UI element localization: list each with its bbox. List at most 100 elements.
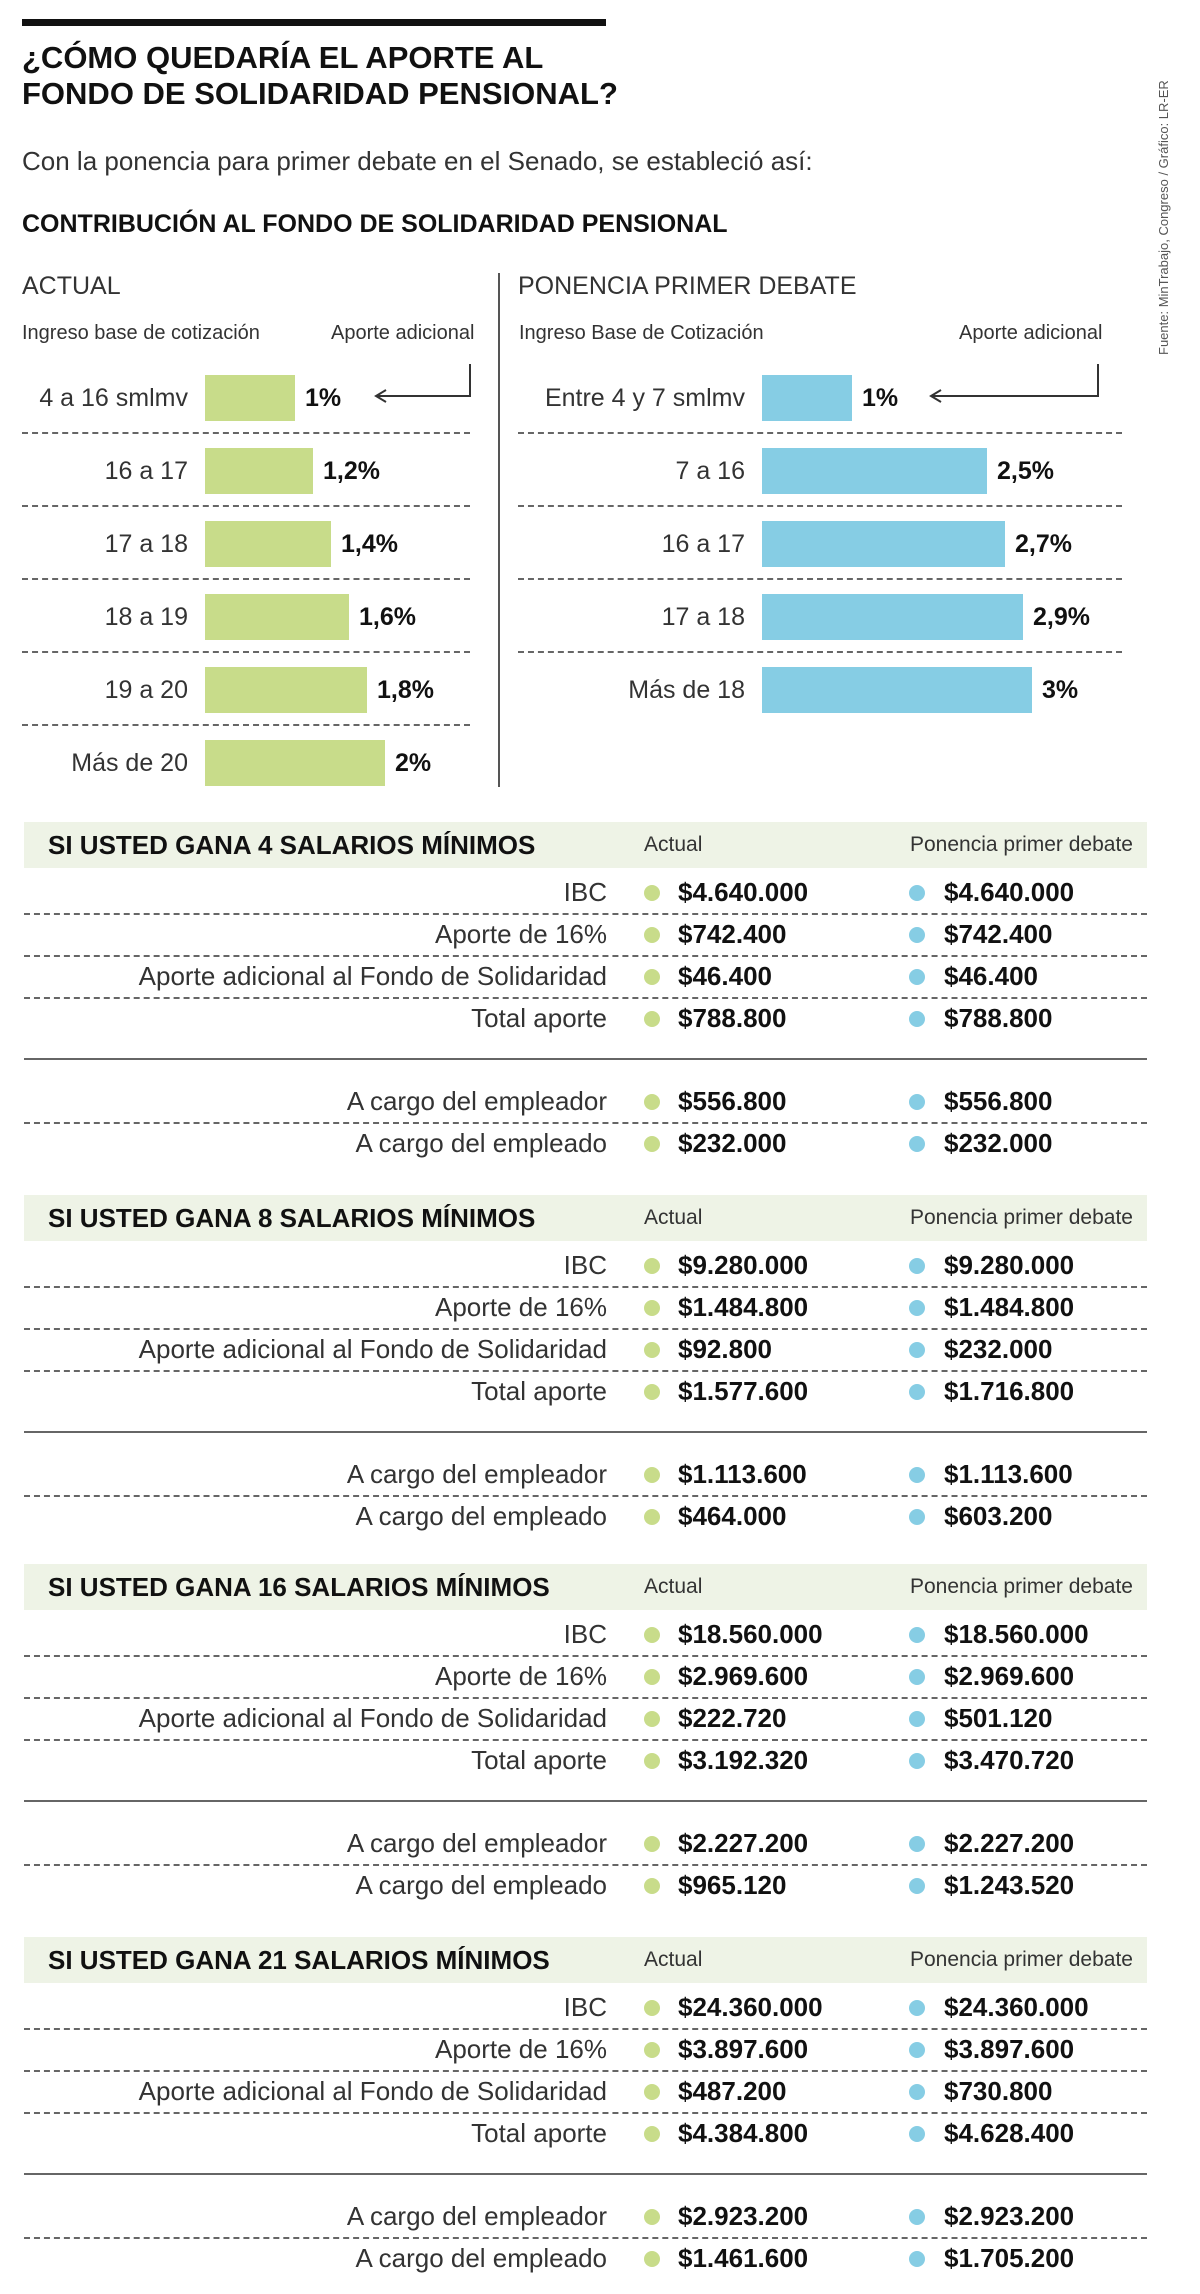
dot-actual-icon xyxy=(644,1753,660,1769)
row-label: Aporte de 16% xyxy=(434,1661,607,1691)
row-label: Total aporte xyxy=(471,1003,607,1033)
row-label: Aporte de 16% xyxy=(434,1292,607,1322)
value-actual: $1.461.600 xyxy=(678,2243,809,2273)
dot-actual-icon xyxy=(644,1711,660,1727)
row-label: Aporte de 16% xyxy=(434,919,607,949)
value-actual: $1.113.600 xyxy=(678,1459,807,1489)
bar-category-label: 19 a 20 xyxy=(104,676,188,704)
row-separator xyxy=(24,1739,1147,1741)
row-label: IBC xyxy=(563,1619,607,1649)
row-separator xyxy=(24,2237,1147,2239)
value-ponencia: $2.969.600 xyxy=(944,1661,1075,1691)
table-divider xyxy=(24,1800,1147,1802)
dot-ponencia-icon xyxy=(909,1669,925,1685)
row-label: A cargo del empleado xyxy=(355,1870,607,1900)
dot-ponencia-icon xyxy=(909,2042,925,2058)
bar xyxy=(205,740,385,786)
dot-actual-icon xyxy=(644,1094,660,1110)
dot-ponencia-icon xyxy=(909,1878,925,1894)
table-header: SI USTED GANA 21 SALARIOS MÍNIMOS Actual P… xyxy=(24,1937,1147,1983)
dot-ponencia-icon xyxy=(909,1094,925,1110)
row-separator xyxy=(24,1286,1147,1288)
value-ponencia: $18.560.000 xyxy=(944,1619,1089,1649)
bar-separator xyxy=(518,432,1122,434)
dot-ponencia-icon xyxy=(909,1384,925,1400)
dot-actual-icon xyxy=(644,1669,660,1685)
value-ponencia: $3.897.600 xyxy=(944,2034,1075,2064)
row-label: Aporte adicional al Fondo de Solidaridad xyxy=(138,961,607,991)
value-actual: $92.800 xyxy=(678,1334,772,1364)
bar-category-label: 17 a 18 xyxy=(661,603,745,631)
dot-ponencia-icon xyxy=(909,1711,925,1727)
table-row: IBC $9.280.000 $9.280.000 xyxy=(24,1244,1147,1286)
dot-ponencia-icon xyxy=(909,1342,925,1358)
row-separator xyxy=(24,1697,1147,1699)
chart-actual-xlabel: Aporte adicional xyxy=(331,322,475,344)
value-actual: $46.400 xyxy=(678,961,772,991)
value-actual: $4.384.800 xyxy=(678,2118,809,2148)
top-rule xyxy=(22,19,606,26)
title-line-1: ¿CÓMO QUEDARÍA EL APORTE AL xyxy=(22,40,544,75)
value-actual: $2.969.600 xyxy=(678,1661,809,1691)
bar xyxy=(762,448,987,494)
bar xyxy=(205,448,313,494)
dot-ponencia-icon xyxy=(909,2126,925,2142)
table-row: Aporte de 16% $742.400 $742.400 xyxy=(24,913,1147,955)
dot-actual-icon xyxy=(644,2126,660,2142)
dot-actual-icon xyxy=(644,969,660,985)
table-heading: SI USTED GANA 16 SALARIOS MÍNIMOS xyxy=(48,1572,550,1602)
value-ponencia: $2.923.200 xyxy=(944,2201,1075,2231)
bar-value-label: 2,9% xyxy=(1033,603,1090,631)
value-ponencia: $3.470.720 xyxy=(944,1745,1075,1775)
value-actual: $9.280.000 xyxy=(678,1250,809,1280)
table-row: A cargo del empleado $464.000 $603.200 xyxy=(24,1495,1147,1537)
dot-actual-icon xyxy=(644,1384,660,1400)
bar-category-label: 4 a 16 smlmv xyxy=(39,384,188,412)
value-ponencia: $1.113.600 xyxy=(944,1459,1073,1489)
bar xyxy=(205,667,367,713)
table-heading: SI USTED GANA 8 SALARIOS MÍNIMOS xyxy=(48,1203,536,1233)
table-row: A cargo del empleador $2.923.200 $2.923.20… xyxy=(24,2195,1147,2237)
dot-ponencia-icon xyxy=(909,2251,925,2267)
dot-actual-icon xyxy=(644,1467,660,1483)
value-actual: $2.227.200 xyxy=(678,1828,809,1858)
row-separator xyxy=(24,1370,1147,1372)
row-label: Aporte de 16% xyxy=(434,2034,607,2064)
chart-divider xyxy=(498,273,500,787)
value-actual: $788.800 xyxy=(678,1003,787,1033)
row-label: Aporte adicional al Fondo de Solidaridad xyxy=(138,2076,607,2106)
table-row: A cargo del empleador $1.113.600 $1.113.60… xyxy=(24,1453,1147,1495)
dot-actual-icon xyxy=(644,1342,660,1358)
value-actual: $222.720 xyxy=(678,1703,787,1733)
bar-separator xyxy=(22,724,470,726)
row-separator xyxy=(24,1655,1147,1657)
bar-category-label: 18 a 19 xyxy=(104,603,188,631)
value-actual: $24.360.000 xyxy=(678,1992,823,2022)
dot-actual-icon xyxy=(644,1878,660,1894)
bar-value-label: 2,5% xyxy=(997,457,1054,485)
value-ponencia: $232.000 xyxy=(944,1334,1053,1364)
dot-ponencia-icon xyxy=(909,969,925,985)
arrow-actual xyxy=(374,364,471,403)
row-label: IBC xyxy=(563,1992,607,2022)
column-ponencia-label: Ponencia primer debate xyxy=(910,1206,1133,1229)
table-header: SI USTED GANA 8 SALARIOS MÍNIMOS Actual Po… xyxy=(24,1195,1147,1241)
bar-value-label: 2% xyxy=(395,749,432,777)
dot-actual-icon xyxy=(644,927,660,943)
value-actual: $232.000 xyxy=(678,1128,787,1158)
table-row: Aporte adicional al Fondo de Solidaridad… xyxy=(24,1328,1147,1370)
table-row: IBC $24.360.000 $24.360.000 xyxy=(24,1986,1147,2028)
bar-value-label: 3% xyxy=(1042,676,1079,704)
bar-category-label: Más de 20 xyxy=(71,749,188,777)
table-heading: SI USTED GANA 21 SALARIOS MÍNIMOS xyxy=(48,1945,550,1975)
section-title: CONTRIBUCIÓN AL FONDO DE SOLIDARIDAD PEN… xyxy=(22,210,728,238)
column-actual-label: Actual xyxy=(644,1206,703,1229)
bar xyxy=(205,375,295,421)
value-ponencia: $501.120 xyxy=(944,1703,1053,1733)
value-ponencia: $1.243.520 xyxy=(944,1870,1075,1900)
value-ponencia: $1.716.800 xyxy=(944,1376,1075,1406)
value-ponencia: $24.360.000 xyxy=(944,1992,1089,2022)
bar xyxy=(205,521,331,567)
row-label: IBC xyxy=(563,1250,607,1280)
bar-separator xyxy=(22,578,470,580)
